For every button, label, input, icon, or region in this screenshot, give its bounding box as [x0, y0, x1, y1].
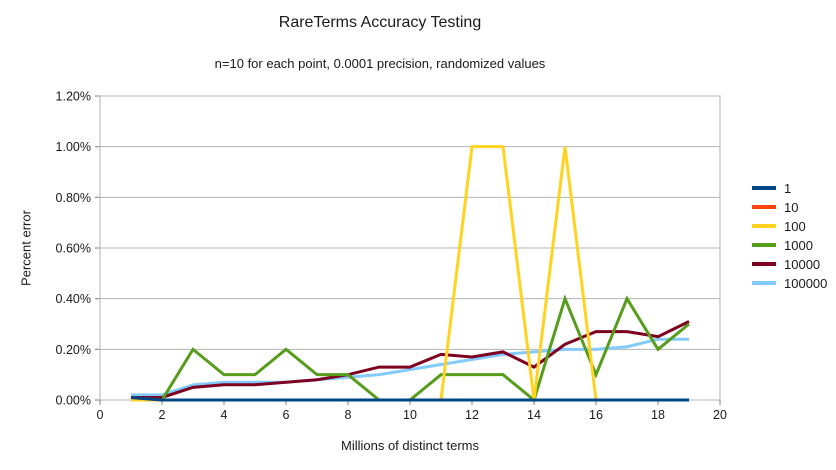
series-line-100000: [131, 337, 689, 397]
series-line-1: [130, 395, 689, 402]
x-tick-label: 10: [403, 408, 417, 422]
legend-swatch-100: [752, 224, 776, 228]
chart-subtitle: n=10 for each point, 0.0001 precision, r…: [214, 56, 546, 71]
legend-label: 10: [784, 199, 799, 215]
x-tick-label: 14: [527, 408, 541, 422]
legend-label: 1: [784, 180, 792, 196]
x-tick-label: 12: [465, 408, 479, 422]
chart-title: RareTerms Accuracy Testing: [278, 14, 482, 31]
legend-label: 10000: [784, 256, 821, 272]
legend-label: 100: [784, 218, 806, 234]
y-axis-title: Percent error: [18, 210, 34, 286]
legend-item-10000: 10000: [752, 256, 827, 272]
x-tick-label: 8: [345, 408, 352, 422]
x-tick-label: 2: [159, 408, 166, 422]
legend-label: 1000: [784, 237, 813, 253]
x-axis-title: Millions of distinct terms: [341, 438, 479, 453]
legend-item-100000: 100000: [752, 275, 828, 291]
legend-item-10: 10: [752, 199, 827, 215]
series-line-10000: [131, 320, 690, 399]
y-tick-label: 0.60%: [56, 242, 91, 256]
legend-swatch-1: [752, 186, 776, 190]
series-line-100: [131, 145, 689, 402]
y-tick-label: 1.20%: [56, 90, 91, 104]
y-tick-label: 0.40%: [56, 292, 91, 306]
legend-swatch-100000: [752, 281, 776, 285]
legend-item-100: 100: [752, 218, 827, 234]
legend: 1 10 100 1000 10000 100000: [752, 180, 828, 291]
legend-swatch-10: [752, 205, 776, 209]
x-tick-label: 16: [589, 408, 603, 422]
legend-swatch-1000: [752, 243, 776, 247]
x-tick-label: 20: [713, 408, 727, 422]
y-tick-label: 0.20%: [56, 343, 91, 357]
x-tick-label: 0: [97, 408, 104, 422]
y-tick-label: 0.80%: [56, 191, 91, 205]
x-tick-label: 18: [651, 408, 665, 422]
y-tick-label: 1.00%: [56, 140, 91, 154]
legend-swatch-10000: [752, 262, 776, 266]
y-tick-label: 0.00%: [56, 394, 91, 408]
x-tick-label: 6: [283, 408, 290, 422]
legend-label: 100000: [784, 275, 828, 291]
x-tick-label: 4: [221, 408, 228, 422]
legend-item-1000: 1000: [752, 237, 827, 253]
legend-item-1: 1: [752, 180, 827, 196]
